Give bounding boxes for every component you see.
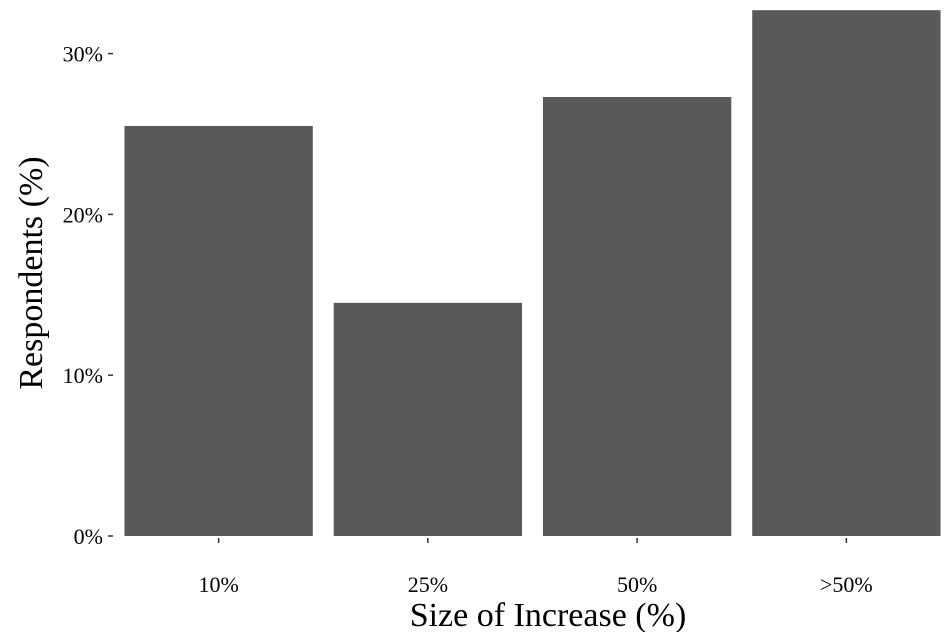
x-tick-label-2: 50%: [617, 572, 657, 597]
x-tick-label-1: 25%: [408, 572, 448, 597]
bar-1: [333, 302, 523, 536]
y-tick-label-0: 0%: [74, 524, 103, 549]
y-axis: 0% 10% 20% 30%: [63, 42, 113, 549]
y-tick-label-2: 20%: [63, 202, 103, 227]
bar-3: [752, 10, 941, 536]
x-tick-label-3: >50%: [820, 572, 873, 597]
bar-2: [542, 97, 732, 537]
x-axis: 10% 25% 50% >50%: [198, 538, 873, 597]
y-tick-label-1: 10%: [63, 363, 103, 388]
y-axis-title: Respondents (%): [13, 156, 50, 389]
x-axis-title: Size of Increase (%): [410, 597, 687, 632]
y-tick-label-3: 30%: [63, 42, 103, 67]
bar-0: [124, 125, 313, 537]
bars-group: [124, 10, 941, 537]
x-tick-label-0: 10%: [198, 572, 238, 597]
